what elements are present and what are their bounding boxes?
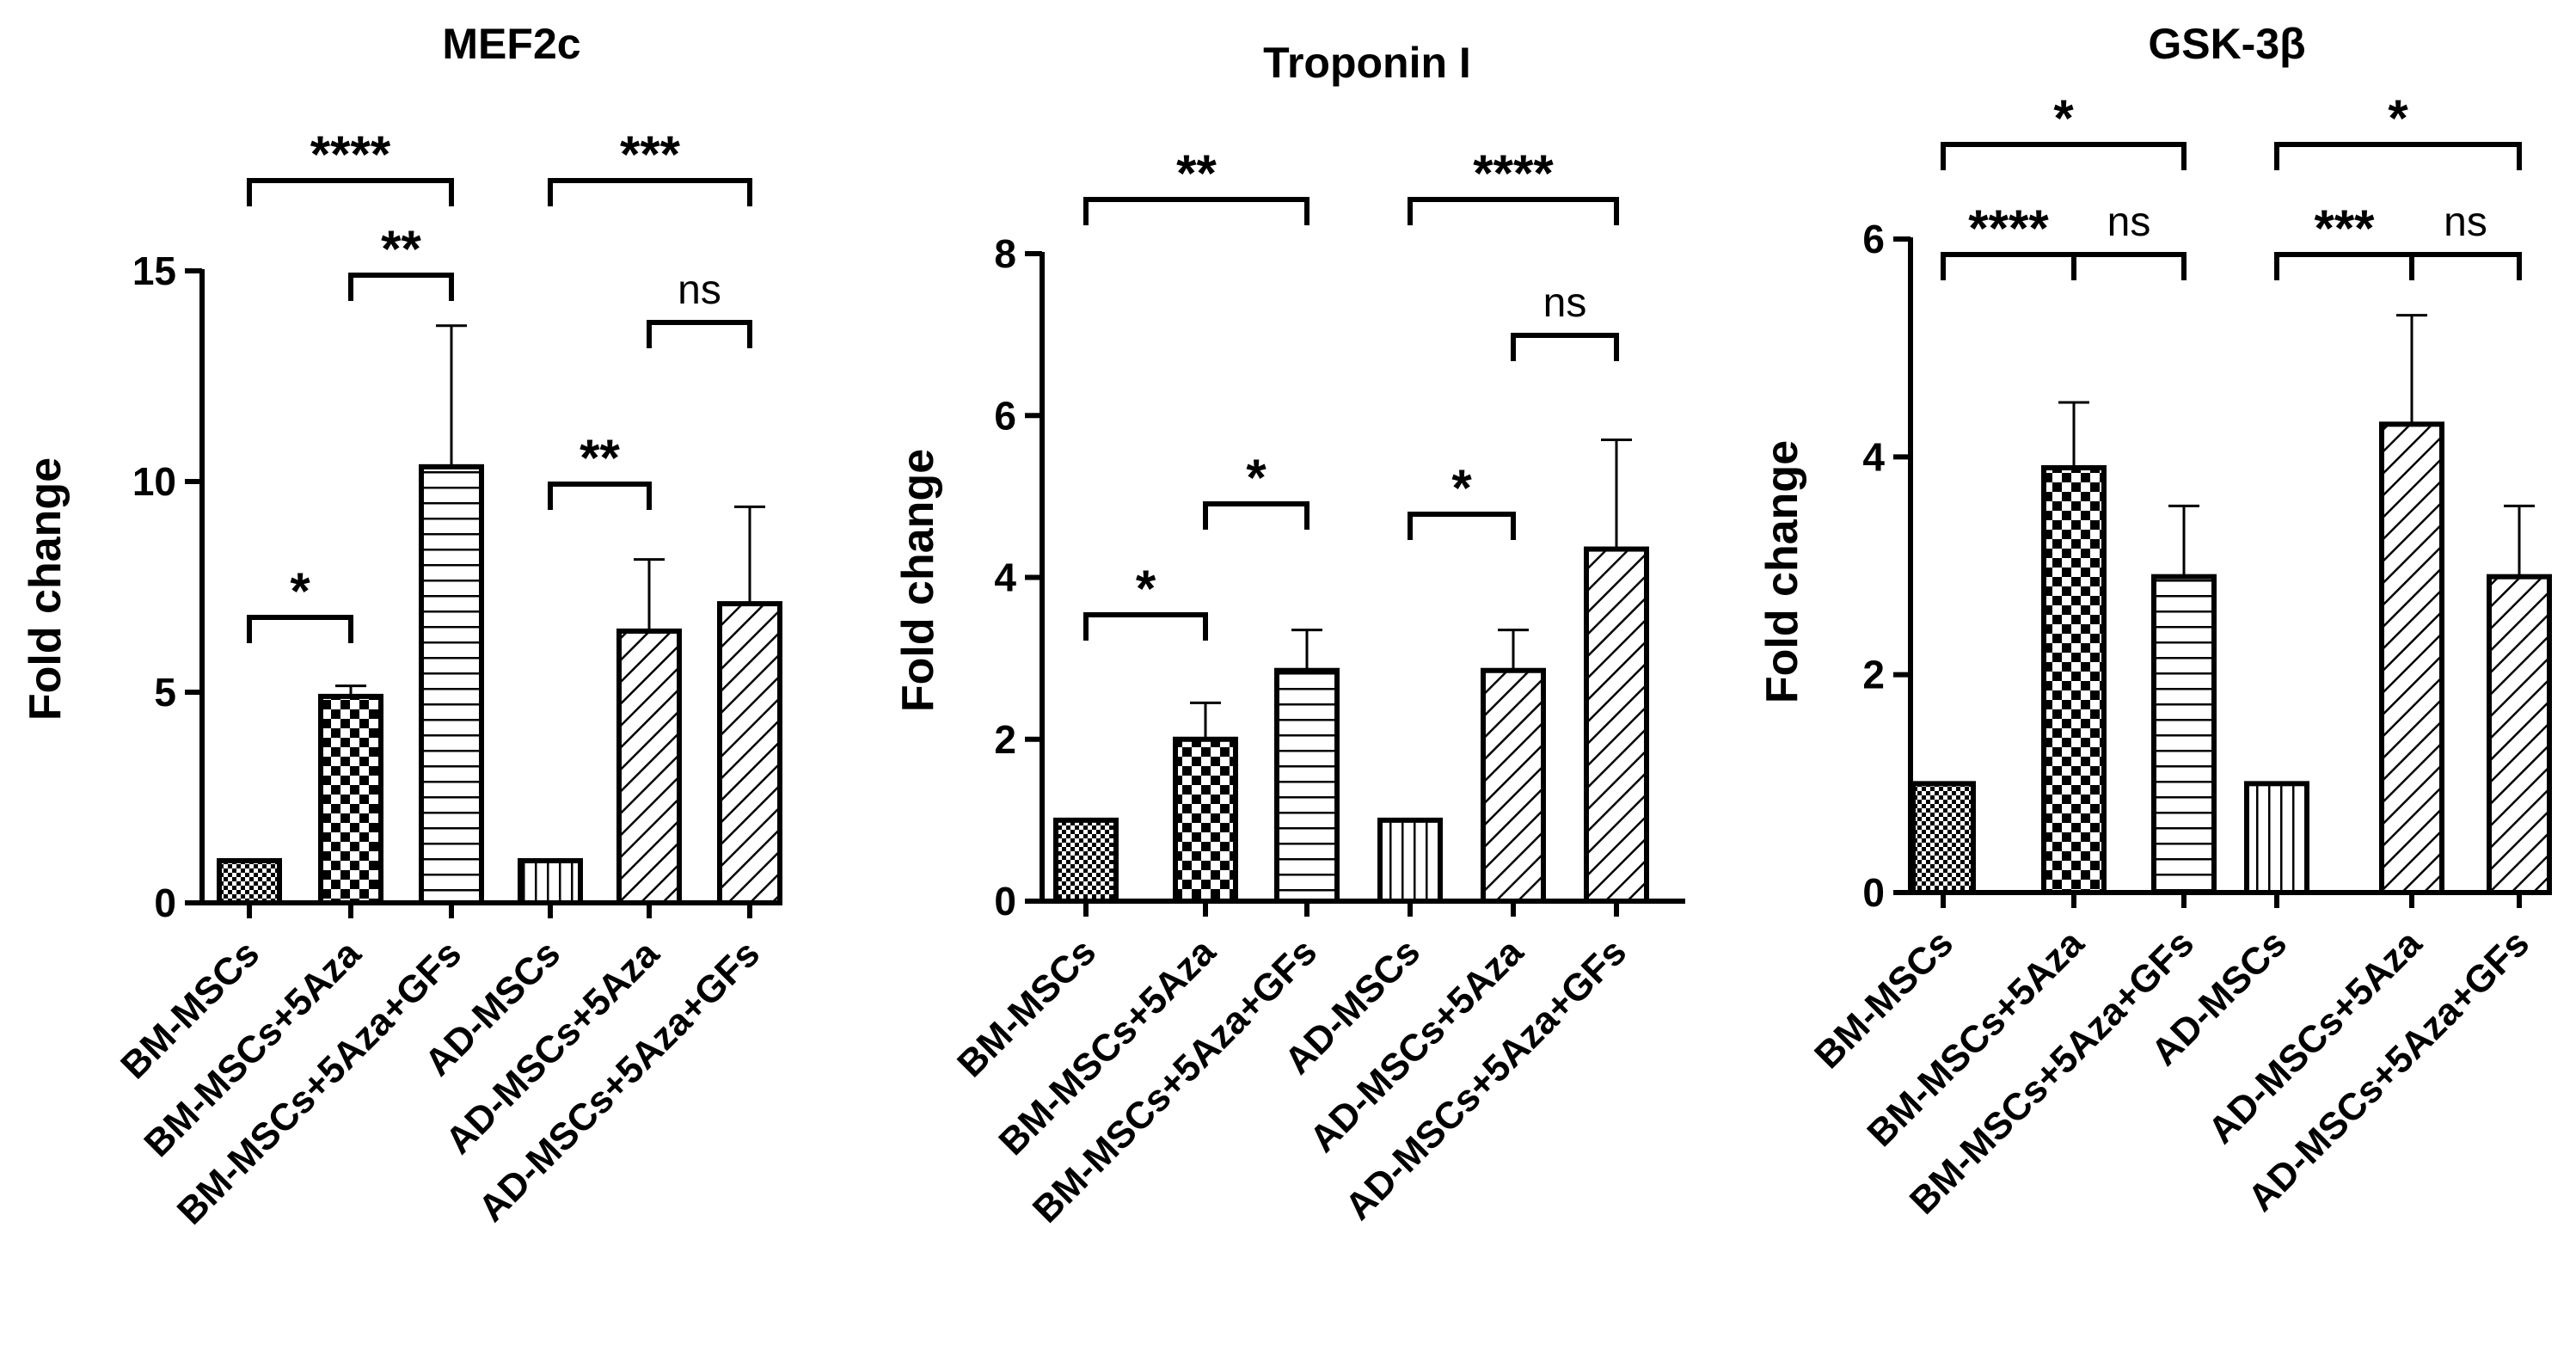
- y-tick-label: 4: [994, 555, 1016, 600]
- significance-label: *: [2053, 89, 2074, 147]
- significance-label: **: [580, 429, 620, 487]
- significance-bracket: [2274, 142, 2522, 170]
- bar: [1481, 667, 1546, 905]
- bar: [217, 858, 282, 905]
- significance-bracket: [1941, 142, 2187, 170]
- bar: [1911, 781, 1976, 895]
- bar: [1173, 736, 1238, 904]
- significance-label: ****: [310, 126, 391, 183]
- significance-label: *: [1136, 560, 1156, 617]
- bar: [518, 858, 583, 905]
- y-tick-label: 4: [1862, 434, 1885, 479]
- significance-bracket: [1408, 197, 1619, 225]
- y-tick-label: 10: [132, 459, 176, 504]
- significance-bracket: [1083, 612, 1208, 641]
- bar: [1274, 667, 1340, 905]
- significance-bracket: [548, 482, 652, 510]
- bar: [616, 628, 682, 905]
- chart-title: MEF2c: [442, 20, 580, 68]
- y-axis-label: Fold change: [893, 449, 943, 712]
- bar: [1377, 817, 1443, 904]
- significance-bracket: [247, 615, 353, 643]
- y-tick-label: 6: [994, 393, 1016, 438]
- bar: [717, 601, 782, 905]
- significance-label: ***: [620, 126, 681, 183]
- y-axis-label: Fold change: [21, 457, 71, 721]
- y-tick-label: 2: [994, 717, 1016, 762]
- y-tick-label: 5: [154, 670, 176, 715]
- y-tick-label: 8: [994, 231, 1016, 276]
- significance-bracket: [1941, 252, 2076, 280]
- y-tick-label: 0: [154, 881, 176, 925]
- significance-label: ****: [1968, 199, 2049, 257]
- significance-label: ns: [2107, 199, 2151, 245]
- y-tick-label: 6: [1862, 217, 1885, 261]
- chart-title: GSK-3β: [2148, 20, 2305, 68]
- y-tick-label: 2: [1862, 653, 1885, 697]
- bar: [2151, 574, 2217, 896]
- y-axis-label: Fold change: [1757, 440, 1807, 703]
- significance-bracket: [1511, 333, 1619, 361]
- y-tick-label: 15: [132, 249, 176, 293]
- bar: [2041, 465, 2107, 895]
- significance-label: ns: [678, 267, 721, 313]
- significance-bracket: [2409, 252, 2522, 280]
- significance-label: *: [1451, 459, 1472, 517]
- y-tick-label: 0: [1862, 870, 1885, 915]
- significance-label: **: [1176, 144, 1217, 202]
- bar: [318, 693, 383, 906]
- significance-label: ****: [1473, 144, 1554, 202]
- significance-label: *: [290, 562, 310, 620]
- significance-bracket: [2071, 252, 2187, 280]
- chart-title: Troponin I: [1263, 39, 1471, 87]
- significance-label: ***: [2314, 199, 2375, 257]
- significance-bracket: [348, 273, 454, 301]
- bar: [2487, 574, 2552, 896]
- bar: [1053, 817, 1119, 904]
- significance-label: *: [1246, 449, 1267, 506]
- significance-bracket: [1408, 512, 1516, 540]
- significance-bracket: [1203, 501, 1309, 530]
- significance-bracket: [548, 178, 752, 206]
- significance-bracket: [647, 320, 752, 348]
- bar: [2244, 781, 2309, 895]
- significance-bracket: [2274, 252, 2414, 280]
- significance-label: **: [381, 220, 421, 278]
- bar: [419, 463, 484, 905]
- bar: [1584, 546, 1649, 905]
- significance-label: ns: [2444, 199, 2487, 245]
- bar: [2379, 421, 2444, 896]
- significance-bracket: [1083, 197, 1309, 225]
- significance-label: ns: [1543, 280, 1587, 326]
- y-tick-label: 0: [994, 879, 1016, 924]
- significance-bracket: [247, 178, 454, 206]
- significance-label: *: [2388, 89, 2408, 147]
